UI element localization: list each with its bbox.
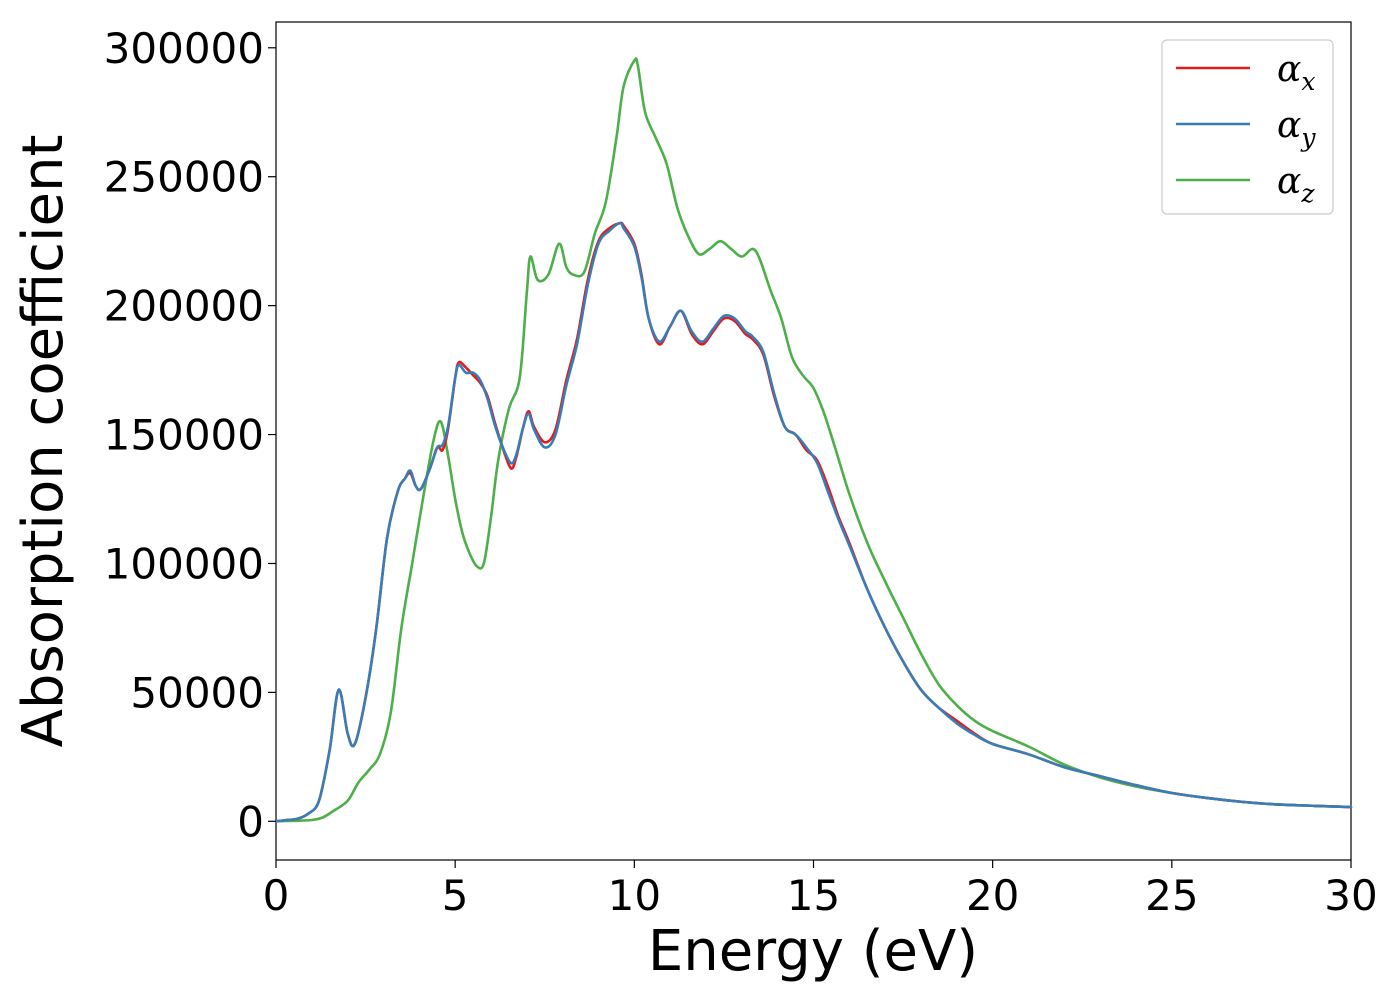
x-tick-label: 20 <box>966 871 1019 920</box>
y-tick-label: 250000 <box>104 153 264 202</box>
legend-label-y: αy <box>1277 105 1316 152</box>
legend-subscript: y <box>1300 123 1316 152</box>
y-tick-label: 100000 <box>104 539 264 588</box>
y-tick-label: 300000 <box>104 24 264 73</box>
x-axis-label: Energy (eV) <box>648 919 978 984</box>
legend-label-z: αz <box>1277 161 1315 208</box>
x-tick-label: 25 <box>1145 871 1198 920</box>
y-tick-label: 50000 <box>130 668 264 717</box>
y-tick-label: 150000 <box>104 411 264 460</box>
y-tick-label: 0 <box>237 797 264 846</box>
x-tick-label: 5 <box>442 871 469 920</box>
legend-label-x: αx <box>1277 49 1315 96</box>
x-tick-label: 30 <box>1324 871 1377 920</box>
x-axis-ticks: 0 5 10 15 20 25 30 <box>263 860 1378 920</box>
legend-frame <box>1161 39 1334 215</box>
x-tick-label: 15 <box>787 871 840 920</box>
x-tick-label: 10 <box>608 871 661 920</box>
series-group <box>274 57 1353 823</box>
x-tick-label: 0 <box>263 871 290 920</box>
y-axis-label: Absorption coefficient <box>11 135 76 748</box>
y-tick-label: 200000 <box>104 282 264 331</box>
series-line-y <box>274 221 1353 823</box>
legend-subscript: x <box>1301 67 1315 96</box>
legend-symbol: α <box>1277 161 1301 202</box>
legend-symbol: α <box>1277 49 1301 90</box>
legend-subscript: z <box>1300 179 1315 208</box>
y-axis-ticks: 0 50000 100000 150000 200000 250000 300000 <box>104 24 276 846</box>
legend-symbol: α <box>1277 105 1301 146</box>
